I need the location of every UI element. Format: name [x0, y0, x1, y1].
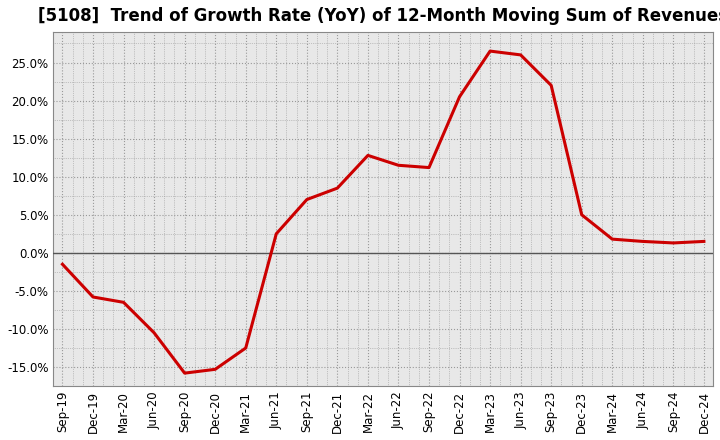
Title: [5108]  Trend of Growth Rate (YoY) of 12-Month Moving Sum of Revenues: [5108] Trend of Growth Rate (YoY) of 12-…: [38, 7, 720, 25]
